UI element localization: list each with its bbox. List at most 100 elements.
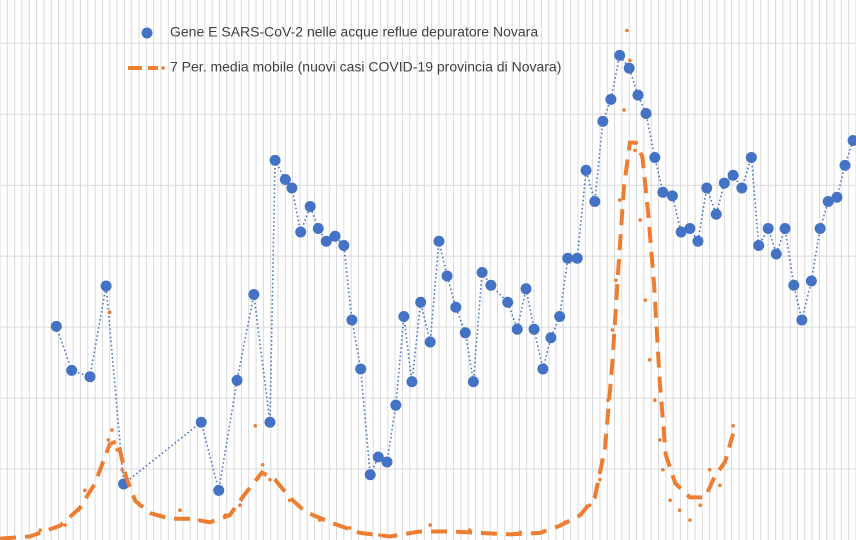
- data-point: [528, 323, 540, 335]
- data-point: [649, 152, 661, 164]
- data-point: [625, 28, 629, 33]
- data-point: [657, 186, 669, 198]
- data-point: [197, 518, 202, 522]
- data-point: [688, 518, 692, 522]
- data-point: [653, 398, 657, 403]
- data-point: [433, 235, 445, 247]
- data-point: [502, 296, 514, 308]
- data-point: [839, 159, 851, 171]
- data-point: [106, 438, 111, 442]
- data-point: [329, 230, 341, 242]
- data-point: [622, 108, 626, 112]
- data-point: [847, 135, 856, 146]
- data-point: [107, 310, 112, 315]
- data-point: [638, 218, 642, 222]
- data-point: [253, 423, 258, 428]
- data-point: [467, 528, 472, 532]
- data-point: [268, 477, 272, 482]
- data-point: [428, 523, 432, 527]
- data-point: [338, 240, 350, 252]
- data-point: [731, 423, 735, 428]
- data-point: [287, 498, 292, 503]
- data-point: [545, 332, 557, 344]
- data-point: [562, 252, 574, 264]
- data-point: [372, 451, 384, 463]
- data-point: [231, 374, 243, 386]
- data-point: [661, 467, 665, 472]
- data-point: [677, 508, 682, 512]
- data-point: [603, 438, 607, 442]
- data-point: [658, 438, 662, 442]
- data-point: [346, 314, 358, 326]
- data-point: [628, 58, 632, 63]
- data-point: [614, 49, 626, 61]
- data-point: [718, 177, 730, 189]
- data-point: [710, 208, 722, 220]
- data-point: [415, 296, 427, 308]
- data-point: [269, 154, 281, 166]
- data-point: [647, 357, 652, 362]
- data-point: [213, 484, 225, 496]
- data-point: [518, 530, 522, 534]
- data-point: [753, 240, 765, 252]
- data-point: [424, 336, 436, 348]
- data-point: [66, 364, 78, 376]
- data-point: [120, 467, 124, 472]
- data-point: [698, 503, 702, 508]
- data-point: [485, 279, 497, 291]
- data-point: [390, 399, 402, 411]
- data-point: [805, 275, 817, 287]
- data-point: [675, 226, 687, 238]
- data-point: [364, 469, 376, 481]
- legend-swatch: [141, 27, 153, 39]
- data-point: [563, 520, 567, 525]
- data-point: [554, 310, 566, 322]
- legend-label: Gene E SARS-CoV-2 nelle acque reflue dep…: [170, 24, 538, 40]
- legend-item: Gene E SARS-CoV-2 nelle acque reflue dep…: [141, 24, 538, 40]
- data-point: [398, 310, 410, 322]
- data-point: [137, 503, 142, 508]
- data-point: [381, 456, 393, 468]
- data-point: [476, 266, 488, 278]
- data-point: [640, 108, 652, 120]
- data-point: [467, 376, 479, 388]
- data-point: [643, 298, 648, 302]
- legend-item: 7 Per. media mobile (nuovi casi COVID-19…: [128, 59, 561, 75]
- data-point: [223, 513, 228, 517]
- data-point: [701, 182, 713, 194]
- data-point: [814, 222, 826, 234]
- data-point: [406, 376, 418, 388]
- data-point: [736, 182, 748, 194]
- series-line: [0, 140, 736, 540]
- data-point: [745, 152, 757, 164]
- data-point: [110, 428, 114, 432]
- data-point: [788, 279, 800, 291]
- data-point: [668, 498, 672, 503]
- data-point: [50, 320, 62, 332]
- data-point: [605, 93, 617, 105]
- data-point: [598, 477, 602, 482]
- data-point: [831, 191, 843, 203]
- data-point: [727, 169, 739, 181]
- data-point: [63, 523, 67, 527]
- data-point: [320, 235, 332, 247]
- data-point: [770, 248, 782, 260]
- data-point: [707, 467, 712, 472]
- data-point: [178, 508, 182, 512]
- data-point: [610, 328, 615, 332]
- data-point: [718, 483, 722, 488]
- data-point: [317, 518, 322, 522]
- data-point: [295, 226, 307, 238]
- data-point: [347, 526, 352, 530]
- data-point: [264, 416, 276, 428]
- data-point: [580, 164, 592, 176]
- data-point: [632, 89, 644, 101]
- data-point: [450, 301, 462, 313]
- legend-swatch: [161, 66, 165, 70]
- data-point: [8, 536, 13, 540]
- data-point: [248, 288, 260, 300]
- data-point: [587, 503, 592, 508]
- data-point: [623, 62, 635, 74]
- data-point: [83, 488, 87, 493]
